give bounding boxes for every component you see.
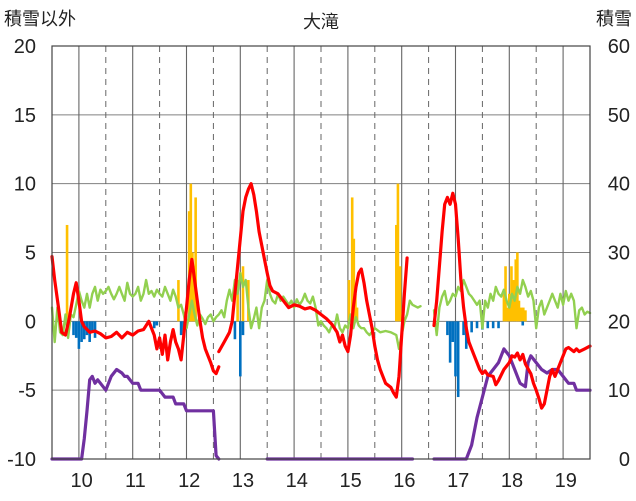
blue-bar xyxy=(72,321,75,336)
orange-bar xyxy=(505,307,509,322)
y-axis-left-label: 積雪以外 xyxy=(4,9,76,30)
y-right-tick-label: 30 xyxy=(608,243,630,265)
blue-bar xyxy=(462,321,465,336)
orange-bar xyxy=(191,252,194,322)
x-tick-label: 12 xyxy=(178,470,200,492)
orange-bar xyxy=(396,183,400,322)
y-left-tick-label: 20 xyxy=(14,36,36,58)
y-left-tick-label: 15 xyxy=(14,105,36,127)
blue-bar xyxy=(155,321,159,326)
blue-bar xyxy=(74,321,78,338)
blue-bar xyxy=(491,321,495,329)
y-right-tick-label: 20 xyxy=(608,311,630,333)
blue-bar xyxy=(77,321,81,349)
x-tick-label: 14 xyxy=(286,470,308,492)
orange-bar xyxy=(241,266,245,322)
orange-bar xyxy=(187,211,191,322)
blue-bar xyxy=(446,321,449,336)
orange-bar xyxy=(524,310,527,322)
x-tick-label: 10 xyxy=(70,470,92,492)
x-tick-label: 19 xyxy=(555,470,577,492)
blue-bar xyxy=(233,321,237,340)
blue-bar xyxy=(82,321,86,340)
orange-bar xyxy=(189,183,193,322)
y-left-tick-label: 10 xyxy=(14,174,36,196)
orange-bar xyxy=(65,224,69,322)
orange-bar xyxy=(192,266,196,322)
orange-bar xyxy=(521,307,525,322)
blue-bar xyxy=(448,321,452,363)
orange-bar xyxy=(194,197,197,322)
grid-lines xyxy=(52,46,590,459)
orange-bar xyxy=(350,197,354,322)
blue-bar xyxy=(454,321,457,377)
y-right-tick-label: 40 xyxy=(608,174,630,196)
y-right-tick-label: 50 xyxy=(608,105,630,127)
y-left-tick-label: 5 xyxy=(25,243,36,265)
blue-bar xyxy=(239,321,242,377)
y-right-tick-label: 10 xyxy=(608,380,630,402)
orange-bar xyxy=(177,280,180,322)
blue-bar xyxy=(80,321,83,342)
orange-bar xyxy=(236,280,239,322)
orange-bar xyxy=(355,307,359,322)
blue-bar xyxy=(451,321,455,342)
blue-bar xyxy=(521,321,525,326)
orange-bar xyxy=(517,300,521,322)
blue-bar xyxy=(497,321,500,329)
blue-bar xyxy=(486,321,490,329)
purple-series-line xyxy=(432,347,592,461)
red-series-line xyxy=(432,191,592,410)
blue-bar xyxy=(179,321,183,336)
x-tick-label: 17 xyxy=(447,470,469,492)
chart-title: 大滝 xyxy=(303,12,339,33)
orange-bar xyxy=(502,293,506,322)
orange-bar xyxy=(395,224,398,322)
blue-bar xyxy=(475,321,479,329)
y-axis-right-label: 積雪 xyxy=(596,9,632,30)
red-series-line xyxy=(217,182,409,399)
green-series-line xyxy=(432,278,592,337)
y-left-tick-label: -5 xyxy=(18,380,36,402)
blue-bar xyxy=(470,321,473,333)
x-tick-label: 18 xyxy=(501,470,523,492)
plot-frame xyxy=(51,45,591,460)
x-tick-label: 16 xyxy=(393,470,415,492)
x-tick-label: 13 xyxy=(232,470,254,492)
y-right-tick-label: 0 xyxy=(619,449,630,471)
red-series-line xyxy=(50,255,221,376)
green-series-line xyxy=(50,271,422,351)
y-left-tick-label: -10 xyxy=(7,449,36,471)
orange-bar xyxy=(519,307,523,322)
orange-bar xyxy=(398,266,402,322)
blue-bar xyxy=(91,321,94,333)
blue-bar xyxy=(456,321,460,398)
x-tick-label: 11 xyxy=(125,470,146,492)
orange-bar xyxy=(347,280,351,322)
y-right-tick-label: 60 xyxy=(608,36,630,58)
blue-bar xyxy=(152,321,156,329)
x-tick-label: 15 xyxy=(339,470,361,492)
y-left-tick-label: 0 xyxy=(25,311,36,333)
orange-bar xyxy=(352,238,356,322)
purple-series-line xyxy=(50,367,221,461)
blue-bar xyxy=(241,321,245,336)
orange-bar xyxy=(354,293,357,322)
